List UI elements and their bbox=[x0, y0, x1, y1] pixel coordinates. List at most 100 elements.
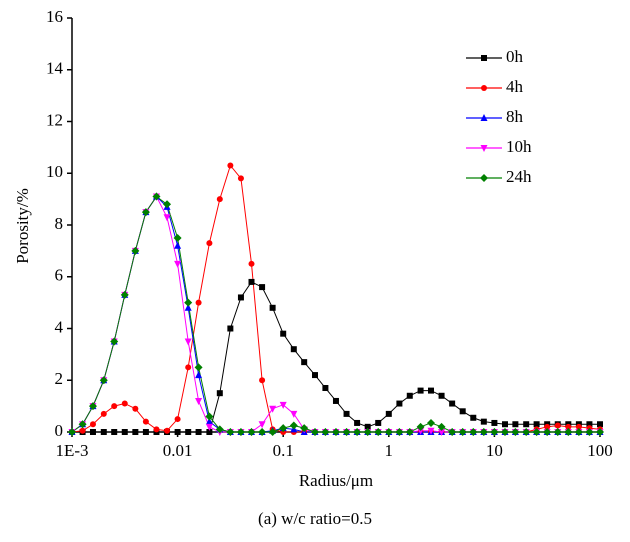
marker bbox=[174, 260, 182, 268]
marker bbox=[290, 410, 298, 418]
marker bbox=[216, 390, 223, 397]
marker bbox=[152, 192, 161, 201]
marker bbox=[142, 418, 149, 425]
marker bbox=[206, 429, 213, 435]
marker bbox=[132, 405, 139, 412]
marker bbox=[100, 410, 107, 417]
marker bbox=[533, 421, 540, 428]
marker bbox=[248, 278, 255, 285]
marker bbox=[395, 428, 404, 436]
marker bbox=[354, 419, 361, 426]
marker bbox=[195, 299, 202, 306]
marker bbox=[164, 427, 171, 434]
y-tick-label: 2 bbox=[55, 369, 64, 388]
marker bbox=[458, 428, 467, 436]
legend-label: 8h bbox=[506, 107, 524, 126]
marker bbox=[322, 385, 329, 392]
caption: (a) w/c ratio=0.5 bbox=[258, 509, 372, 528]
marker bbox=[491, 419, 498, 426]
marker bbox=[301, 359, 308, 366]
marker bbox=[597, 421, 603, 428]
marker bbox=[68, 428, 76, 436]
marker bbox=[194, 363, 203, 372]
marker bbox=[405, 428, 414, 436]
marker bbox=[121, 429, 128, 435]
x-tick-label: 1E-3 bbox=[55, 441, 88, 460]
marker bbox=[565, 423, 572, 430]
x-tick-label: 100 bbox=[587, 441, 613, 460]
marker bbox=[259, 377, 266, 384]
marker bbox=[184, 303, 192, 311]
marker bbox=[110, 337, 119, 346]
marker bbox=[185, 429, 192, 435]
marker bbox=[120, 290, 129, 299]
x-tick-label: 0.01 bbox=[163, 441, 193, 460]
marker bbox=[406, 392, 413, 399]
marker bbox=[205, 417, 213, 425]
y-tick-label: 8 bbox=[55, 214, 64, 233]
series-line bbox=[71, 164, 601, 433]
legend-marker bbox=[480, 114, 488, 121]
marker bbox=[89, 429, 96, 435]
marker bbox=[195, 397, 203, 405]
marker bbox=[79, 427, 86, 434]
legend-marker bbox=[480, 145, 488, 152]
marker bbox=[417, 387, 424, 394]
marker bbox=[596, 428, 604, 436]
marker bbox=[428, 387, 435, 394]
marker bbox=[449, 400, 456, 407]
marker bbox=[310, 428, 319, 436]
marker bbox=[353, 428, 362, 436]
marker bbox=[332, 397, 339, 404]
legend-label: 4h bbox=[506, 77, 524, 96]
marker bbox=[206, 240, 213, 247]
marker bbox=[237, 175, 244, 182]
marker bbox=[500, 428, 509, 436]
series-line bbox=[71, 195, 600, 433]
marker bbox=[215, 425, 224, 434]
marker bbox=[575, 423, 582, 430]
marker bbox=[248, 260, 255, 267]
marker bbox=[544, 423, 551, 430]
legend-marker bbox=[481, 85, 487, 91]
marker bbox=[479, 428, 488, 436]
marker bbox=[236, 428, 245, 436]
marker bbox=[163, 200, 172, 209]
marker bbox=[417, 427, 425, 435]
marker bbox=[438, 392, 445, 399]
marker bbox=[553, 428, 562, 436]
marker bbox=[100, 429, 107, 435]
marker bbox=[375, 419, 382, 426]
marker bbox=[564, 428, 573, 436]
y-tick-label: 0 bbox=[55, 421, 64, 440]
marker bbox=[142, 429, 149, 435]
marker bbox=[121, 400, 128, 407]
marker bbox=[343, 410, 350, 417]
marker bbox=[269, 405, 277, 413]
marker bbox=[448, 428, 457, 436]
legend-marker bbox=[480, 174, 488, 182]
marker bbox=[185, 364, 192, 371]
marker bbox=[480, 418, 487, 425]
marker bbox=[173, 233, 182, 242]
y-tick-label: 6 bbox=[55, 266, 64, 285]
marker bbox=[258, 421, 266, 429]
x-tick-label: 10 bbox=[486, 441, 503, 460]
marker bbox=[226, 428, 235, 436]
marker bbox=[289, 421, 298, 430]
marker bbox=[184, 338, 192, 346]
marker bbox=[89, 421, 96, 428]
marker bbox=[141, 208, 150, 217]
legend-marker bbox=[481, 55, 487, 61]
marker bbox=[427, 427, 435, 435]
y-tick-label: 16 bbox=[46, 7, 63, 26]
marker bbox=[585, 428, 594, 436]
series-line bbox=[71, 195, 600, 433]
marker bbox=[385, 410, 392, 417]
marker bbox=[374, 428, 383, 436]
y-tick-label: 14 bbox=[46, 59, 64, 78]
marker bbox=[396, 400, 403, 407]
marker bbox=[427, 418, 436, 427]
